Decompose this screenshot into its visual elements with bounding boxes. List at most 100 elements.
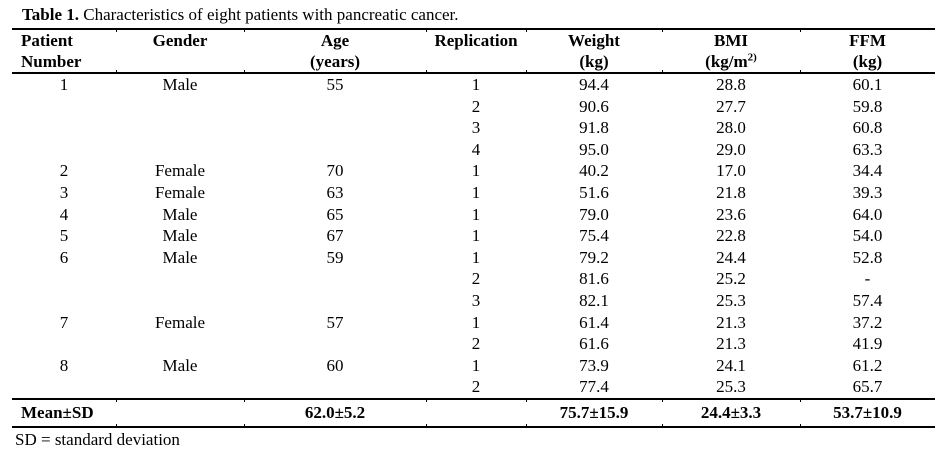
cell-gender bbox=[116, 268, 244, 290]
mean-cell-weight: 75.7±15.9 bbox=[526, 397, 662, 428]
cell-weight: 61.4 bbox=[579, 312, 609, 332]
table-row: 3 82.1 25.3 57.4 bbox=[12, 290, 935, 312]
cell-weight: 51.6 bbox=[579, 182, 609, 202]
cell-gender bbox=[116, 333, 244, 355]
cell-replication: 1 bbox=[471, 226, 481, 246]
cell-replication: 1 bbox=[471, 75, 481, 94]
cell-age: 65 bbox=[326, 204, 344, 224]
cell-replication: 2 bbox=[471, 377, 481, 397]
cell-bmi: 24.1 bbox=[716, 355, 746, 375]
header-line1: FFM bbox=[849, 31, 886, 50]
column-header-ffm: FFM (kg) bbox=[800, 28, 935, 74]
header-line1: Age bbox=[320, 31, 350, 50]
cell-gender bbox=[116, 376, 244, 399]
cell-replication: 1 bbox=[471, 161, 481, 181]
cell-gender: Male bbox=[162, 226, 198, 246]
header-line1: Weight bbox=[568, 31, 620, 50]
cell-age: 70 bbox=[326, 161, 344, 181]
column-header-bmi: BMI (kg/m2) bbox=[662, 28, 800, 74]
table-row: 4 Male 65 1 79.0 23.6 64.0 bbox=[12, 204, 935, 226]
cell-ffm: 54.0 bbox=[852, 226, 883, 246]
cell-ffm: 34.4 bbox=[852, 161, 883, 181]
cell-replication: 2 bbox=[471, 334, 481, 354]
cell-age bbox=[244, 117, 426, 139]
cell-bmi: 25.3 bbox=[716, 290, 746, 310]
cell-weight: 90.6 bbox=[579, 96, 609, 116]
table-row: 3 Female 63 1 51.6 21.8 39.3 bbox=[12, 182, 935, 204]
cell-ffm: 59.8 bbox=[852, 96, 883, 116]
cell-ffm: 39.3 bbox=[852, 182, 883, 202]
header-line1: Replication bbox=[434, 31, 518, 50]
column-header-gender: Gender bbox=[116, 28, 244, 74]
cell-ffm: 41.9 bbox=[852, 334, 883, 354]
column-header-replication: Replication bbox=[426, 28, 526, 74]
header-row: Patient Number Gender Age (years) Replic… bbox=[12, 28, 935, 74]
mean-sd-row: Mean±SD 62.0±5.2 75.7±15.9 24.4±3.3 53.7±10.… bbox=[12, 397, 935, 428]
cell-ffm: 64.0 bbox=[852, 204, 883, 224]
cell-weight: 77.4 bbox=[579, 377, 609, 397]
cell-ffm: - bbox=[864, 269, 871, 289]
cell-age: 57 bbox=[326, 312, 344, 332]
cell-patient bbox=[12, 96, 116, 118]
cell-ffm: 63.3 bbox=[852, 139, 883, 159]
cell-age bbox=[244, 376, 426, 399]
table-header: Patient Number Gender Age (years) Replic… bbox=[12, 28, 935, 74]
cell-age: 60 bbox=[326, 355, 344, 375]
table-row: 4 95.0 29.0 63.3 bbox=[12, 139, 935, 161]
cell-patient bbox=[12, 117, 116, 139]
cell-gender bbox=[116, 290, 244, 312]
cell-patient: 6 bbox=[59, 247, 69, 267]
cell-replication: 1 bbox=[471, 355, 481, 375]
cell-age bbox=[244, 290, 426, 312]
table-summary: Mean±SD 62.0±5.2 75.7±15.9 24.4±3.3 53.7±10.… bbox=[12, 397, 935, 428]
cell-bmi: 21.8 bbox=[716, 182, 746, 202]
table-row: 2 Female 70 1 40.2 17.0 34.4 bbox=[12, 160, 935, 182]
column-header-patient-number: Patient Number bbox=[12, 28, 116, 74]
cell-gender: Male bbox=[162, 355, 198, 375]
cell-gender bbox=[116, 117, 244, 139]
header-line2: (kg/m2) bbox=[662, 51, 800, 71]
cell-bmi: 23.6 bbox=[716, 204, 746, 224]
cell-bmi: 21.3 bbox=[716, 312, 746, 332]
cell-replication: 2 bbox=[471, 96, 481, 116]
cell-weight: 82.1 bbox=[579, 290, 609, 310]
cell-gender: Male bbox=[162, 75, 198, 94]
header-line2: (years) bbox=[309, 52, 361, 71]
cell-patient bbox=[12, 290, 116, 312]
table-title-text: Characteristics of eight patients with p… bbox=[79, 5, 459, 24]
cell-gender bbox=[116, 139, 244, 161]
cell-replication: 4 bbox=[471, 139, 481, 159]
cell-patient: 7 bbox=[59, 312, 69, 332]
cell-replication: 1 bbox=[471, 182, 481, 202]
table-row: 7 Female 57 1 61.4 21.3 37.2 bbox=[12, 312, 935, 334]
table-title: Table 1. Characteristics of eight patien… bbox=[22, 5, 941, 25]
cell-age: 63 bbox=[326, 182, 344, 202]
cell-ffm: 60.8 bbox=[852, 118, 883, 138]
table-row: 2 81.6 25.2 - bbox=[12, 268, 935, 290]
cell-patient bbox=[12, 139, 116, 161]
cell-replication: 3 bbox=[471, 290, 481, 310]
patient-characteristics-table: Patient Number Gender Age (years) Replic… bbox=[12, 28, 935, 428]
bmi-unit-text: (kg/m bbox=[705, 52, 748, 71]
header-line1: Gender bbox=[152, 31, 208, 50]
mean-cell-ffm: 53.7±10.9 bbox=[800, 397, 935, 428]
table-row: 2 90.6 27.7 59.8 bbox=[12, 96, 935, 118]
cell-gender: Female bbox=[154, 182, 206, 202]
cell-age bbox=[244, 333, 426, 355]
bmi-unit-superscript: 2) bbox=[747, 51, 757, 64]
cell-age: 67 bbox=[326, 226, 344, 246]
cell-bmi: 25.2 bbox=[716, 269, 746, 289]
table-row: 5 Male 67 1 75.4 22.8 54.0 bbox=[12, 225, 935, 247]
cell-patient: 8 bbox=[59, 355, 69, 375]
mean-cell-gender bbox=[116, 397, 244, 428]
header-line2: (kg) bbox=[579, 52, 609, 71]
cell-weight: 61.6 bbox=[579, 334, 609, 354]
cell-weight: 79.0 bbox=[579, 204, 609, 224]
cell-bmi: 22.8 bbox=[716, 226, 746, 246]
cell-age: 55 bbox=[326, 75, 344, 94]
cell-ffm: 57.4 bbox=[852, 290, 883, 310]
header-line2: (kg) bbox=[852, 52, 883, 71]
cell-patient: 5 bbox=[59, 226, 69, 246]
cell-patient: 3 bbox=[59, 182, 69, 202]
column-header-age: Age (years) bbox=[244, 28, 426, 74]
